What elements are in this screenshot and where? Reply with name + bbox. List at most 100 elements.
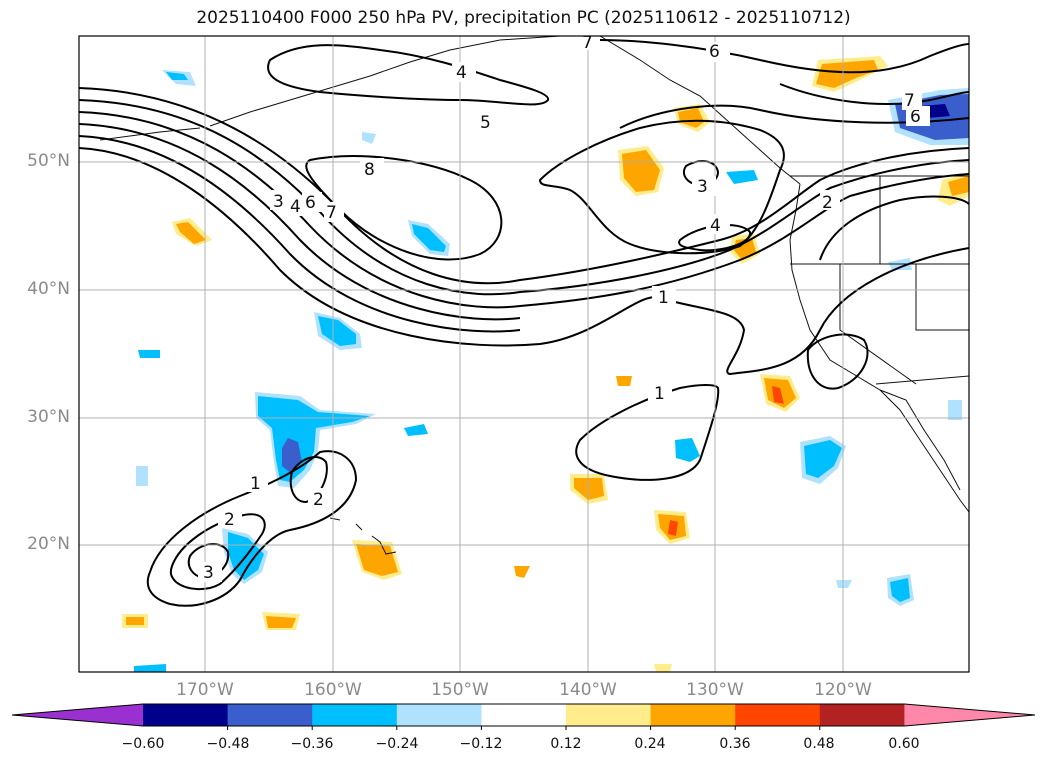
colorbar-tick-label: −0.48 bbox=[206, 736, 250, 752]
precip-area bbox=[836, 580, 852, 588]
contour-label: 2 bbox=[313, 490, 324, 510]
grid-lines bbox=[79, 36, 969, 672]
lat-label: 20°N bbox=[27, 534, 70, 554]
colorbar-tick-label: 0.60 bbox=[888, 736, 920, 752]
precip-area bbox=[678, 108, 704, 128]
colorbar-segment bbox=[396, 704, 482, 726]
coastlines bbox=[99, 36, 969, 555]
precip-area bbox=[136, 466, 148, 486]
precip-area bbox=[166, 72, 188, 80]
precip-area bbox=[772, 386, 784, 404]
contour-label: 6 bbox=[709, 42, 720, 62]
precip-area bbox=[622, 150, 660, 192]
contour-label: 1 bbox=[654, 384, 665, 404]
lat-label: 30°N bbox=[27, 407, 70, 427]
pv-contour bbox=[819, 195, 969, 261]
pv-contour bbox=[79, 123, 521, 321]
precip-area bbox=[616, 376, 632, 386]
contour-label: 2 bbox=[224, 510, 235, 530]
colorbar-tick-label: −0.36 bbox=[290, 736, 334, 752]
precip-area bbox=[514, 566, 530, 578]
contour-label: 2 bbox=[822, 193, 833, 213]
border-us-mexico bbox=[875, 375, 969, 385]
lon-label: 160°W bbox=[304, 680, 362, 700]
state-lines bbox=[790, 176, 969, 385]
colorbar-tick-label: −0.24 bbox=[375, 736, 419, 752]
precip-area bbox=[134, 664, 166, 672]
contour-label: 3 bbox=[203, 563, 214, 583]
map-border bbox=[78, 35, 970, 673]
precip-area bbox=[890, 578, 910, 602]
hawaii-islands bbox=[329, 517, 397, 555]
contour-label: 5 bbox=[480, 113, 491, 133]
lon-label: 140°W bbox=[559, 680, 617, 700]
pv-contour bbox=[267, 44, 549, 106]
precip-area bbox=[356, 544, 398, 576]
precip-area bbox=[804, 440, 842, 478]
pv-contour bbox=[79, 135, 521, 333]
colorbar bbox=[11, 703, 1036, 730]
precip-area bbox=[138, 350, 160, 358]
precip-area bbox=[412, 224, 446, 252]
colorbar-segment bbox=[312, 704, 398, 726]
precip-area bbox=[668, 520, 678, 536]
colorbar-segment bbox=[227, 704, 313, 726]
lon-label: 150°W bbox=[431, 680, 489, 700]
colorbar-segment bbox=[143, 704, 229, 726]
colorbar-tick-label: −0.12 bbox=[459, 736, 503, 752]
lon-label: 130°W bbox=[686, 680, 744, 700]
precip-area bbox=[816, 60, 878, 88]
precip-area bbox=[574, 478, 604, 500]
coastline-west-us bbox=[789, 183, 969, 513]
precip-area bbox=[948, 176, 969, 196]
map-title: 2025110400 F000 250 hPa PV, precipitatio… bbox=[196, 8, 851, 28]
contour-label: 4 bbox=[456, 63, 467, 83]
pv-contour bbox=[79, 99, 969, 296]
contour-label: 7 bbox=[582, 33, 593, 53]
colorbar-segment bbox=[735, 704, 821, 726]
colorbar-tick-label: 0.24 bbox=[634, 736, 666, 752]
precip-area bbox=[726, 170, 758, 184]
pv-contour bbox=[806, 333, 869, 390]
pv-contours bbox=[79, 39, 969, 607]
lon-label: 170°W bbox=[176, 680, 234, 700]
coastline-baja bbox=[879, 389, 961, 491]
contour-label: 3 bbox=[697, 177, 708, 197]
precip-area bbox=[675, 438, 700, 462]
colorbar-segment bbox=[566, 704, 652, 726]
precip-area bbox=[948, 400, 962, 420]
contour-label: 1 bbox=[658, 288, 669, 308]
colorbar-extend-high bbox=[904, 704, 1035, 726]
colorbar-segment bbox=[819, 704, 905, 726]
colorbar-extend-low bbox=[12, 704, 143, 726]
precip-area bbox=[362, 132, 376, 144]
colorbar-segment bbox=[650, 704, 736, 726]
pv-contour bbox=[538, 119, 785, 255]
precip-area bbox=[654, 664, 672, 672]
lat-label: 50°N bbox=[27, 151, 70, 171]
colorbar-outline bbox=[11, 703, 1036, 727]
contour-label: 4 bbox=[710, 216, 721, 236]
lon-label: 120°W bbox=[814, 680, 872, 700]
pv-contour bbox=[79, 87, 969, 285]
colorbar-tick-label: 0.48 bbox=[803, 736, 835, 752]
precip-area bbox=[176, 222, 206, 244]
contour-label: 6 bbox=[305, 193, 316, 213]
contour-label: 3 bbox=[273, 192, 284, 212]
precip-area bbox=[266, 616, 296, 628]
contour-labels: 1 1 1 2 2 2 3 3 3 4 4 4 5 6 6 6 7 7 7 bbox=[198, 33, 930, 583]
precip-area bbox=[404, 424, 428, 436]
colorbar-tick-label: 0.36 bbox=[719, 736, 751, 752]
contour-label: 1 bbox=[250, 474, 261, 494]
pv-contour bbox=[146, 450, 358, 607]
pv-contour bbox=[289, 456, 328, 504]
contour-label: 7 bbox=[904, 91, 915, 111]
precip-area bbox=[318, 316, 356, 346]
colorbar-tick-label: −0.60 bbox=[121, 736, 165, 752]
colorbar-segment bbox=[481, 704, 567, 726]
colorbar-tick-label: 0.12 bbox=[550, 736, 582, 752]
contour-label: 7 bbox=[326, 203, 337, 223]
contour-label: 6 bbox=[910, 107, 921, 127]
coastline-alaska bbox=[209, 36, 561, 127]
